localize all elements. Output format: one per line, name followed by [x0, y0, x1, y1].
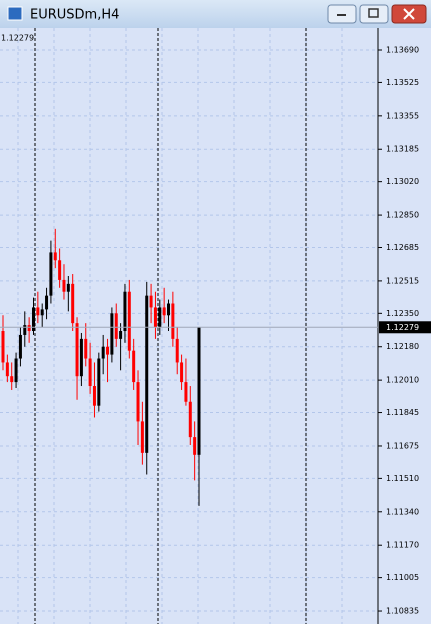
price-label-box: [379, 321, 431, 334]
y-tick-label: 1.13355: [386, 111, 419, 120]
plot: [1, 228, 201, 506]
candle-body: [171, 303, 175, 339]
candle-body: [110, 313, 114, 355]
maximize-button[interactable]: [359, 4, 389, 24]
candle-body: [149, 295, 153, 308]
maximize-icon: [368, 8, 379, 18]
y-tick-label: 1.12350: [386, 309, 419, 318]
candle-body: [119, 331, 123, 339]
candle-body: [5, 362, 9, 377]
candle-body: [132, 350, 136, 383]
candle-body: [180, 362, 184, 383]
y-tick-label: 1.13185: [386, 145, 419, 154]
candle-body: [1, 331, 5, 363]
candle-body: [23, 325, 27, 335]
y-tick-label: 1.13690: [386, 46, 419, 55]
y-tick-label: 1.11675: [386, 441, 419, 450]
candle-body: [140, 421, 144, 453]
candle-body: [36, 307, 40, 316]
candle-body: [184, 382, 188, 402]
candle-body: [45, 295, 49, 310]
candle-body: [136, 382, 140, 422]
minimize-icon: [337, 14, 346, 16]
chart-area: [0, 28, 431, 624]
y-tick-label: 1.10835: [386, 607, 419, 616]
y-tick-label: 1.13525: [386, 78, 419, 87]
window-icon: [7, 6, 23, 21]
candle-body: [101, 346, 105, 359]
y-tick-label: 1.13020: [386, 177, 419, 186]
candle-body: [62, 279, 66, 292]
y-tick-label: 1.11005: [386, 573, 419, 582]
candle-body: [10, 376, 14, 383]
candle-body: [188, 401, 192, 438]
candle-body: [145, 295, 149, 453]
candle-body: [88, 358, 92, 387]
candle-body: [66, 283, 70, 292]
candle-body: [53, 252, 57, 261]
candle-body: [40, 309, 44, 316]
y-tick-label: 1.11845: [386, 408, 419, 417]
candle-body: [58, 260, 62, 280]
close-icon: [403, 8, 415, 20]
candle-body: [175, 338, 179, 363]
y-tick-label: 1.12010: [386, 376, 419, 385]
candle-body: [167, 303, 171, 316]
window-title: EURUSDm,H4: [30, 8, 119, 23]
candle-body: [123, 291, 127, 332]
candle-body: [27, 325, 31, 332]
candle-body: [153, 307, 157, 328]
y-tick-label: 1.12850: [386, 211, 419, 220]
candle-body: [71, 283, 75, 324]
candle-body: [197, 327, 201, 455]
candle-body: [14, 358, 18, 383]
candle-body: [158, 307, 162, 328]
candle-body: [31, 307, 35, 332]
candle-body: [114, 313, 118, 339]
candle-body: [97, 358, 101, 406]
y-tick-label: 1.12685: [386, 243, 419, 252]
price-label: 1.12279: [386, 323, 419, 332]
price-line-label: 1.12279: [1, 34, 34, 43]
y-tick-label: 1.11170: [386, 541, 419, 550]
y-tick-label: 1.11510: [386, 474, 419, 483]
y-tick-label: 1.12180: [386, 342, 419, 351]
candle-body: [127, 291, 131, 351]
candle-body: [75, 323, 79, 377]
candle-body: [106, 346, 110, 355]
candle-body: [49, 252, 53, 296]
y-tick-label: 1.12515: [386, 276, 419, 285]
candle-body: [79, 338, 83, 377]
candle-body: [162, 307, 166, 316]
candle-body: [92, 386, 96, 406]
candle-body: [193, 437, 197, 455]
title-bar: [0, 0, 431, 28]
y-tick-label: 1.11340: [386, 507, 419, 516]
candle-body: [84, 338, 88, 359]
candle-body: [18, 334, 22, 359]
